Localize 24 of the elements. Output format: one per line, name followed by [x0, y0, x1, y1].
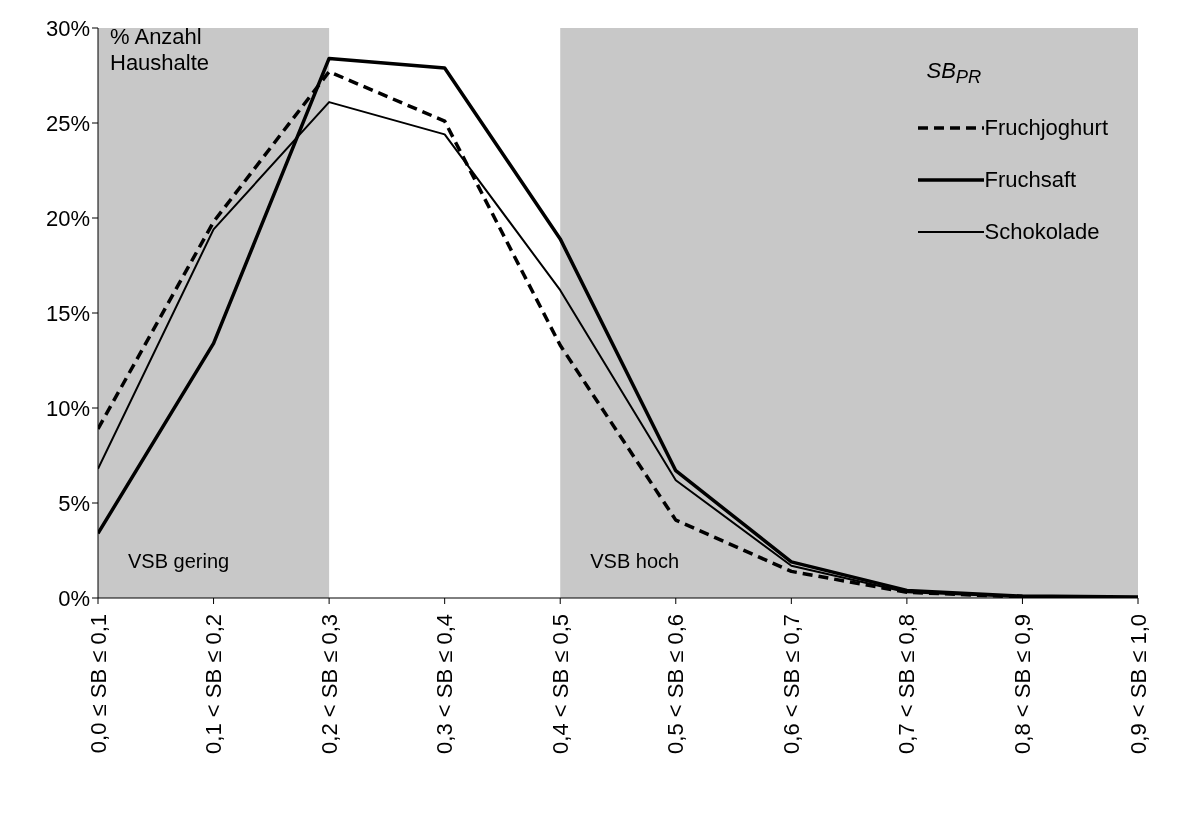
x-tick-label: 0,5 < SB ≤ 0,6: [663, 614, 689, 754]
legend-label: Fruchjoghurt: [984, 115, 1108, 142]
x-tick-label: 0,0 ≤ SB ≤ 0,1: [85, 614, 111, 754]
legend-title: SB$_{PR}$: [926, 58, 983, 89]
band-label: VSB hoch: [590, 550, 680, 572]
y-tick-label: 5%: [58, 490, 90, 516]
y-tick-label: 20%: [45, 205, 90, 231]
y-tick-label: 0%: [58, 585, 90, 611]
x-tick-label: 0,2 < SB ≤ 0,3: [316, 614, 342, 754]
x-tick-label: 0,3 < SB ≤ 0,4: [432, 614, 458, 754]
x-tick-label: 0,9 < SB ≤ 1,0: [1125, 614, 1151, 754]
legend-label: Fruchsaft: [984, 167, 1077, 194]
y-axis-title: % Anzahl Haushalte: [110, 24, 211, 76]
y-tick-label: 15%: [45, 300, 90, 326]
x-tick-label: 0,1 < SB ≤ 0,2: [201, 614, 227, 754]
x-tick-label: 0,8 < SB ≤ 0,9: [1009, 614, 1035, 754]
band-label: VSB gering: [128, 550, 230, 572]
y-tick-label: 30%: [45, 15, 90, 41]
legend-label: Schokolade: [984, 219, 1100, 246]
x-tick-label: 0,6 < SB ≤ 0,7: [778, 614, 804, 754]
x-tick-label: 0,7 < SB ≤ 0,8: [894, 614, 920, 754]
y-tick-label: 25%: [45, 110, 90, 136]
y-tick-label: 10%: [45, 395, 90, 421]
x-tick-label: 0,4 < SB ≤ 0,5: [547, 614, 573, 754]
